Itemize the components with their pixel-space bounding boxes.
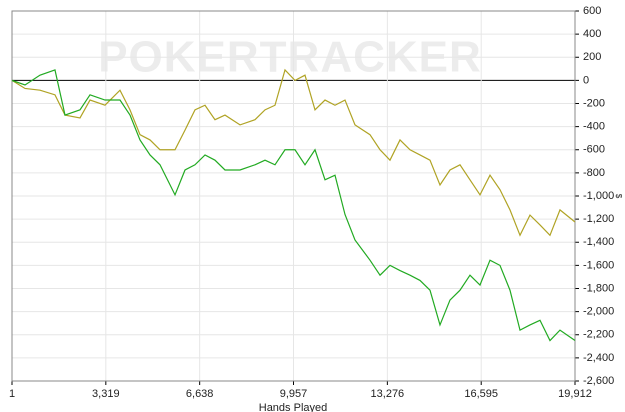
y-tick-label: 400 — [583, 28, 601, 40]
y-tick-label: -2,400 — [583, 352, 614, 364]
x-axis-label: Hands Played — [259, 402, 328, 412]
x-tick-label: 3,319 — [92, 388, 120, 400]
y-tick-label: -1,000 — [583, 190, 614, 202]
x-tick-label: 6,638 — [186, 388, 214, 400]
y-tick-label: -2,600 — [583, 375, 614, 387]
y-tick-label: -1,400 — [583, 236, 614, 248]
y-tick-label: -1,200 — [583, 213, 614, 225]
y-tick-label: 600 — [583, 5, 601, 17]
y-tick-label: 200 — [583, 51, 601, 63]
x-tick-label: 9,957 — [280, 388, 308, 400]
x-tick-label: 1 — [9, 388, 15, 400]
y-tick-label: -200 — [583, 97, 605, 109]
x-tick-label: 19,912 — [558, 388, 592, 400]
y-axis-label: $ — [614, 194, 623, 199]
y-tick-label: -600 — [583, 144, 605, 156]
y-tick-label: -1,600 — [583, 259, 614, 271]
series-line — [11, 68, 576, 237]
y-tick-label: -2,000 — [583, 306, 614, 318]
y-tick-label: -400 — [583, 121, 605, 133]
x-tick-label: 13,276 — [371, 388, 405, 400]
plot-frame — [11, 10, 576, 382]
y-tick-label: 0 — [583, 74, 589, 86]
series-line — [11, 69, 576, 342]
y-tick-label: -1,800 — [583, 282, 614, 294]
y-tick-label: -2,200 — [583, 329, 614, 341]
y-tick-label: -800 — [583, 167, 605, 179]
x-tick-label: 16,595 — [464, 388, 498, 400]
